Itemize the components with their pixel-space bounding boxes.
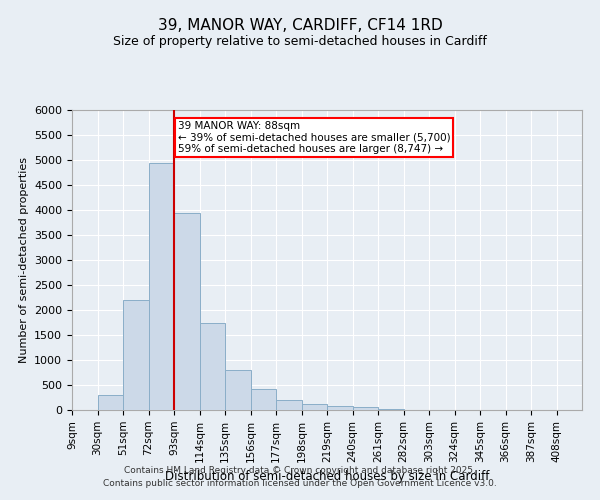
Bar [302, 404, 327, 410]
Bar [353, 407, 378, 410]
Text: 39, MANOR WAY, CARDIFF, CF14 1RD: 39, MANOR WAY, CARDIFF, CF14 1RD [158, 18, 442, 32]
Text: Contains HM Land Registry data © Crown copyright and database right 2025.
Contai: Contains HM Land Registry data © Crown c… [103, 466, 497, 487]
X-axis label: Distribution of semi-detached houses by size in Cardiff: Distribution of semi-detached houses by … [165, 470, 489, 483]
Bar [225, 370, 251, 410]
Bar [199, 322, 225, 410]
Bar [174, 212, 199, 410]
Bar [327, 406, 353, 410]
Bar [149, 162, 174, 410]
Y-axis label: Number of semi-detached properties: Number of semi-detached properties [19, 157, 29, 363]
Text: Size of property relative to semi-detached houses in Cardiff: Size of property relative to semi-detach… [113, 35, 487, 48]
Text: 39 MANOR WAY: 88sqm
← 39% of semi-detached houses are smaller (5,700)
59% of sem: 39 MANOR WAY: 88sqm ← 39% of semi-detach… [178, 121, 450, 154]
Bar [378, 409, 404, 410]
Bar [97, 395, 123, 410]
Bar [276, 400, 302, 410]
Bar [251, 388, 276, 410]
Bar [123, 300, 149, 410]
